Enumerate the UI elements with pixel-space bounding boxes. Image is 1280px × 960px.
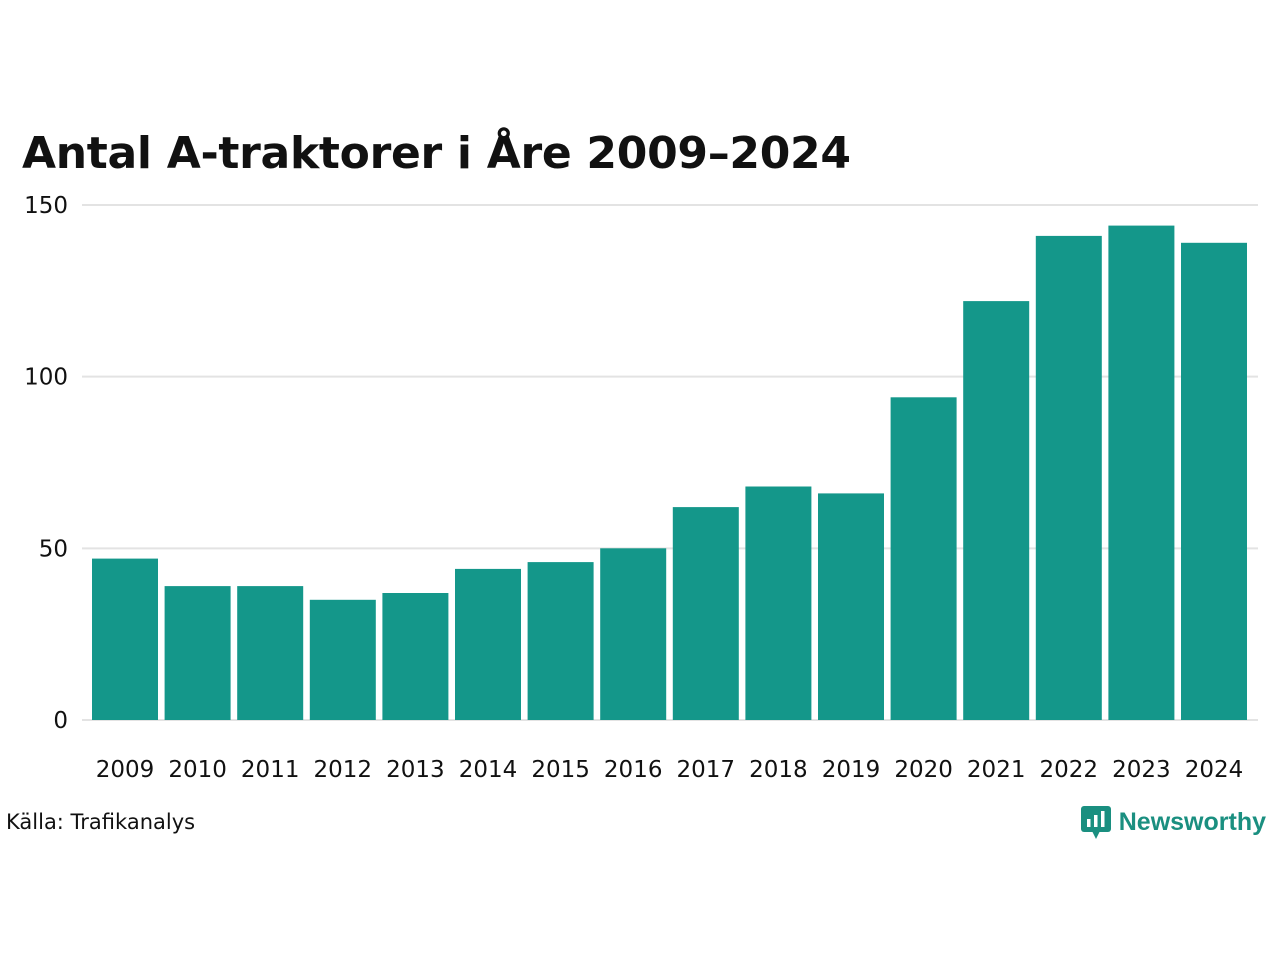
x-tick-label: 2013	[386, 757, 445, 783]
bar-2015	[527, 562, 594, 720]
x-tick-label: 2019	[822, 757, 881, 783]
bar-2010	[164, 586, 231, 720]
x-tick-label: 2020	[894, 757, 953, 783]
x-tick-label: 2010	[168, 757, 227, 783]
y-tick-label: 0	[53, 708, 68, 734]
y-tick-label: 100	[24, 365, 68, 391]
x-tick-label: 2012	[314, 757, 373, 783]
x-tick-label: 2022	[1040, 757, 1099, 783]
bar-2011	[237, 586, 304, 720]
x-tick-label: 2014	[459, 757, 518, 783]
x-tick-label: 2015	[531, 757, 590, 783]
source-note: Källa: Trafikanalys	[6, 810, 196, 834]
bar-2019	[818, 493, 884, 720]
newsworthy-logo-icon	[1080, 806, 1111, 839]
bar-2023	[1108, 225, 1175, 720]
x-tick-label: 2023	[1112, 757, 1171, 783]
x-tick-label: 2017	[677, 757, 736, 783]
y-tick-label: 150	[24, 193, 68, 219]
x-tick-label: 2021	[967, 757, 1026, 783]
x-tick-label: 2009	[96, 757, 155, 783]
bar-2018	[745, 486, 812, 720]
x-tick-label: 2011	[241, 757, 300, 783]
brand-name: Newsworthy	[1118, 807, 1266, 836]
x-axis-ticks: 2009 2010 2011 2012 2013 2014 2015 2016 2017 2018…	[96, 757, 1244, 783]
bar-2017	[672, 507, 739, 720]
bar-2020	[890, 397, 957, 720]
chart-title: Antal A-traktorer i Åre 2009–2024	[22, 128, 851, 179]
bars	[92, 225, 1247, 721]
bar-2013	[382, 593, 449, 720]
bar-2009	[92, 558, 158, 720]
y-tick-label: 50	[39, 536, 68, 562]
brand-logo: Newsworthy	[1080, 804, 1266, 840]
bar-2016	[600, 548, 667, 720]
bar-2014	[455, 568, 521, 720]
bar-2021	[963, 301, 1030, 720]
x-tick-label: 2024	[1185, 757, 1244, 783]
bar-2012	[309, 599, 376, 720]
y-axis-ticks: 0 50 100 150	[24, 193, 68, 734]
x-tick-label: 2018	[749, 757, 808, 783]
x-tick-label: 2016	[604, 757, 663, 783]
bar-2024	[1181, 242, 1247, 721]
bar-2022	[1035, 235, 1102, 720]
